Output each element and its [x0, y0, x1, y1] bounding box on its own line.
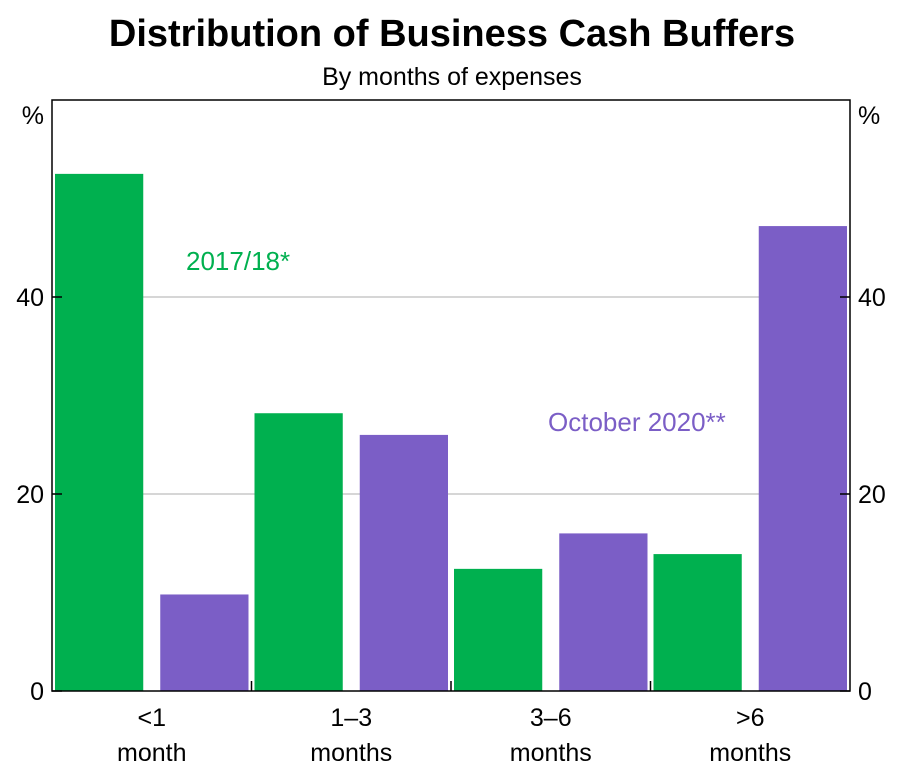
x-category-label: months	[310, 739, 392, 767]
x-category-label: 1–3	[330, 704, 372, 732]
y-axis-unit-right: %	[858, 102, 880, 130]
y-tick-label-left: 0	[30, 678, 44, 706]
x-category-label: month	[117, 739, 186, 767]
chart-title: Distribution of Business Cash Buffers	[108, 13, 796, 55]
bar	[559, 533, 648, 691]
series-label-october-2020: October 2020**	[548, 407, 726, 437]
bar	[758, 226, 847, 691]
bar	[653, 554, 742, 691]
bar	[55, 173, 144, 691]
y-tick-label-right: 20	[858, 481, 886, 509]
bar	[160, 594, 249, 691]
gridlines	[52, 296, 850, 495]
bar	[454, 568, 543, 691]
y-tick-label-left: 20	[16, 481, 44, 509]
x-category-label: months	[510, 739, 592, 767]
x-category-label: <1	[137, 704, 166, 732]
y-tick-label-right: 40	[858, 284, 886, 312]
chart-subtitle: By months of expenses	[322, 63, 582, 91]
x-category-label: >6	[736, 704, 765, 732]
bar	[359, 434, 448, 691]
y-tick-label-left: 40	[16, 284, 44, 312]
bar	[254, 413, 343, 691]
bars	[55, 173, 847, 691]
y-tick-label-right: 0	[858, 678, 872, 706]
x-category-label: 3–6	[530, 704, 572, 732]
axes: 0 0 20 20 40 40 <1 month 1–3 months 3–6 months >6 mon…	[16, 284, 886, 767]
series-label-2017-18: 2017/18*	[186, 246, 290, 276]
y-axis-unit-left: %	[22, 102, 44, 130]
x-category-label: months	[709, 739, 791, 767]
